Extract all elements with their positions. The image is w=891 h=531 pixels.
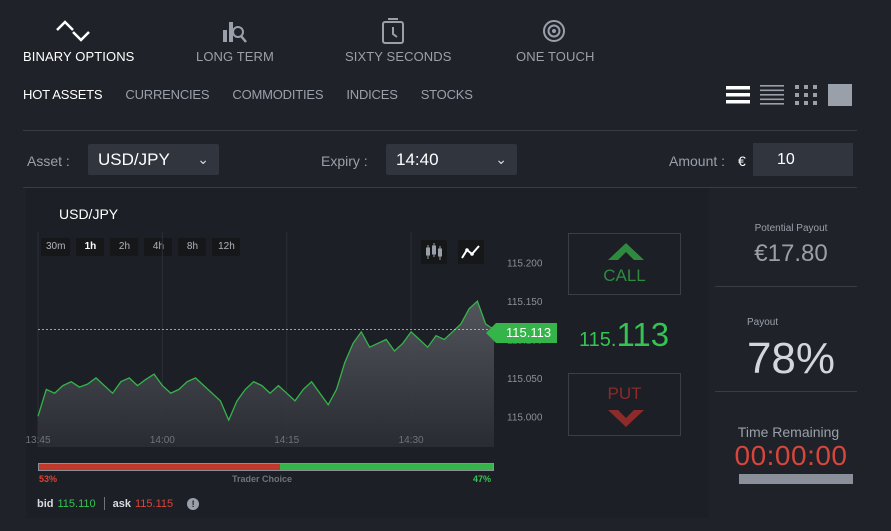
time-remaining-bar	[739, 474, 853, 484]
payout-panel	[711, 188, 857, 518]
arrow-up-icon	[608, 243, 644, 260]
divider	[715, 391, 857, 392]
tab-hot-assets[interactable]: HOT ASSETS	[23, 87, 103, 102]
amount-label: Amount :	[669, 153, 726, 169]
line-chart-button[interactable]	[458, 240, 484, 264]
current-price-tag: 115.113	[485, 323, 558, 343]
long-term-icon	[196, 14, 271, 48]
call-button[interactable]: CALL	[568, 233, 681, 295]
trader-choice-label: Trader Choice	[232, 474, 293, 484]
binary-options-icon	[23, 14, 123, 48]
chart-title: USD/JPY	[59, 206, 119, 222]
expiry-label: Expiry :	[321, 153, 368, 169]
chevron-down-icon: ⌄	[197, 151, 209, 167]
potential-payout-value: €17.80	[754, 240, 828, 267]
asset-value: USD/JPY	[98, 150, 170, 169]
tab-indices[interactable]: INDICES	[346, 87, 398, 102]
tab-label: BINARY OPTIONS	[23, 49, 135, 64]
grid-view-icon[interactable]	[794, 84, 818, 106]
put-button[interactable]: PUT	[568, 373, 681, 436]
line-chart-icon	[461, 245, 480, 259]
timeframe-4h[interactable]: 4h	[144, 238, 173, 256]
tab-long-term[interactable]: LONG TERM	[196, 14, 274, 64]
payout-value: 78%	[746, 334, 836, 383]
price-prefix: 115.	[579, 329, 617, 351]
currency-symbol: €	[738, 153, 746, 169]
timeframe-30m[interactable]: 30m	[41, 238, 71, 256]
asset-select[interactable]: USD/JPY ⌄	[88, 144, 219, 175]
quote-row: bid 115.110 ask 115.115 !	[37, 497, 200, 510]
ask-value: 115.115	[135, 497, 174, 510]
divider	[715, 286, 857, 287]
arrow-down-icon	[608, 410, 644, 427]
bid-label: bid	[37, 497, 54, 510]
tab-one-touch[interactable]: ONE TOUCH	[516, 14, 595, 64]
candlestick-icon	[426, 243, 442, 260]
tab-commodities[interactable]: COMMODITIES	[232, 87, 324, 102]
candlestick-chart-button[interactable]	[421, 240, 447, 264]
tab-label: SIXTY SECONDS	[345, 49, 452, 64]
expiry-value: 14:40	[396, 150, 439, 169]
time-remaining-label: Time Remaining	[737, 424, 840, 440]
put-label: PUT	[607, 384, 642, 403]
tab-label: LONG TERM	[196, 49, 274, 64]
info-icon[interactable]: !	[187, 497, 200, 510]
tab-sixty-seconds[interactable]: SIXTY SECONDS	[345, 14, 452, 64]
trader-choice-call-pct: 47%	[473, 474, 492, 484]
trader-choice-bar	[38, 463, 494, 471]
asset-label: Asset :	[27, 153, 70, 169]
timeframe-8h[interactable]: 8h	[178, 238, 207, 256]
list-view-icon[interactable]	[726, 84, 750, 106]
trade-form: Asset : USD/JPY ⌄ Expiry : 14:40 ⌄ Amoun…	[23, 141, 857, 181]
trader-choice-call-fill	[279, 464, 493, 470]
expiry-select[interactable]: 14:40 ⌄	[386, 144, 517, 175]
divider	[23, 187, 857, 188]
mode-tabs: BINARY OPTIONS LONG TERM SIXTY SECONDS O…	[0, 0, 891, 80]
call-label: CALL	[603, 266, 646, 285]
tab-stocks[interactable]: STOCKS	[420, 87, 473, 102]
target-icon	[516, 14, 592, 48]
compact-list-icon[interactable]	[760, 84, 784, 106]
tab-label: ONE TOUCH	[516, 49, 595, 64]
ask-label: ask	[112, 497, 131, 510]
separator	[103, 497, 105, 510]
potential-payout-label: Potential Payout	[754, 223, 828, 234]
stopwatch-icon	[345, 14, 441, 48]
payout-label: Payout	[747, 317, 779, 328]
amount-input[interactable]	[753, 143, 853, 176]
timeframe-selector: 30m 1h 2h 4h 8h 12h	[41, 238, 241, 256]
asset-category-tabs: HOT ASSETS CURRENCIES COMMODITIES INDICE…	[23, 87, 496, 105]
trader-choice-put-fill	[39, 464, 280, 470]
timeframe-1h[interactable]: 1h	[76, 238, 105, 256]
price-suffix: 113	[616, 316, 670, 353]
divider	[23, 130, 857, 131]
tab-currencies[interactable]: CURRENCIES	[125, 87, 210, 102]
tab-binary-options[interactable]: BINARY OPTIONS	[23, 14, 135, 64]
current-price-display: 115.113	[579, 316, 669, 354]
bid-value: 115.110	[57, 497, 96, 510]
trader-choice-put-pct: 53%	[39, 474, 58, 484]
view-switcher	[726, 84, 852, 106]
timeframe-12h[interactable]: 12h	[212, 238, 241, 256]
single-view-icon[interactable]	[828, 84, 852, 106]
timeframe-2h[interactable]: 2h	[110, 238, 139, 256]
chevron-down-icon: ⌄	[495, 151, 507, 167]
time-remaining-value: 00:00:00	[734, 440, 848, 471]
